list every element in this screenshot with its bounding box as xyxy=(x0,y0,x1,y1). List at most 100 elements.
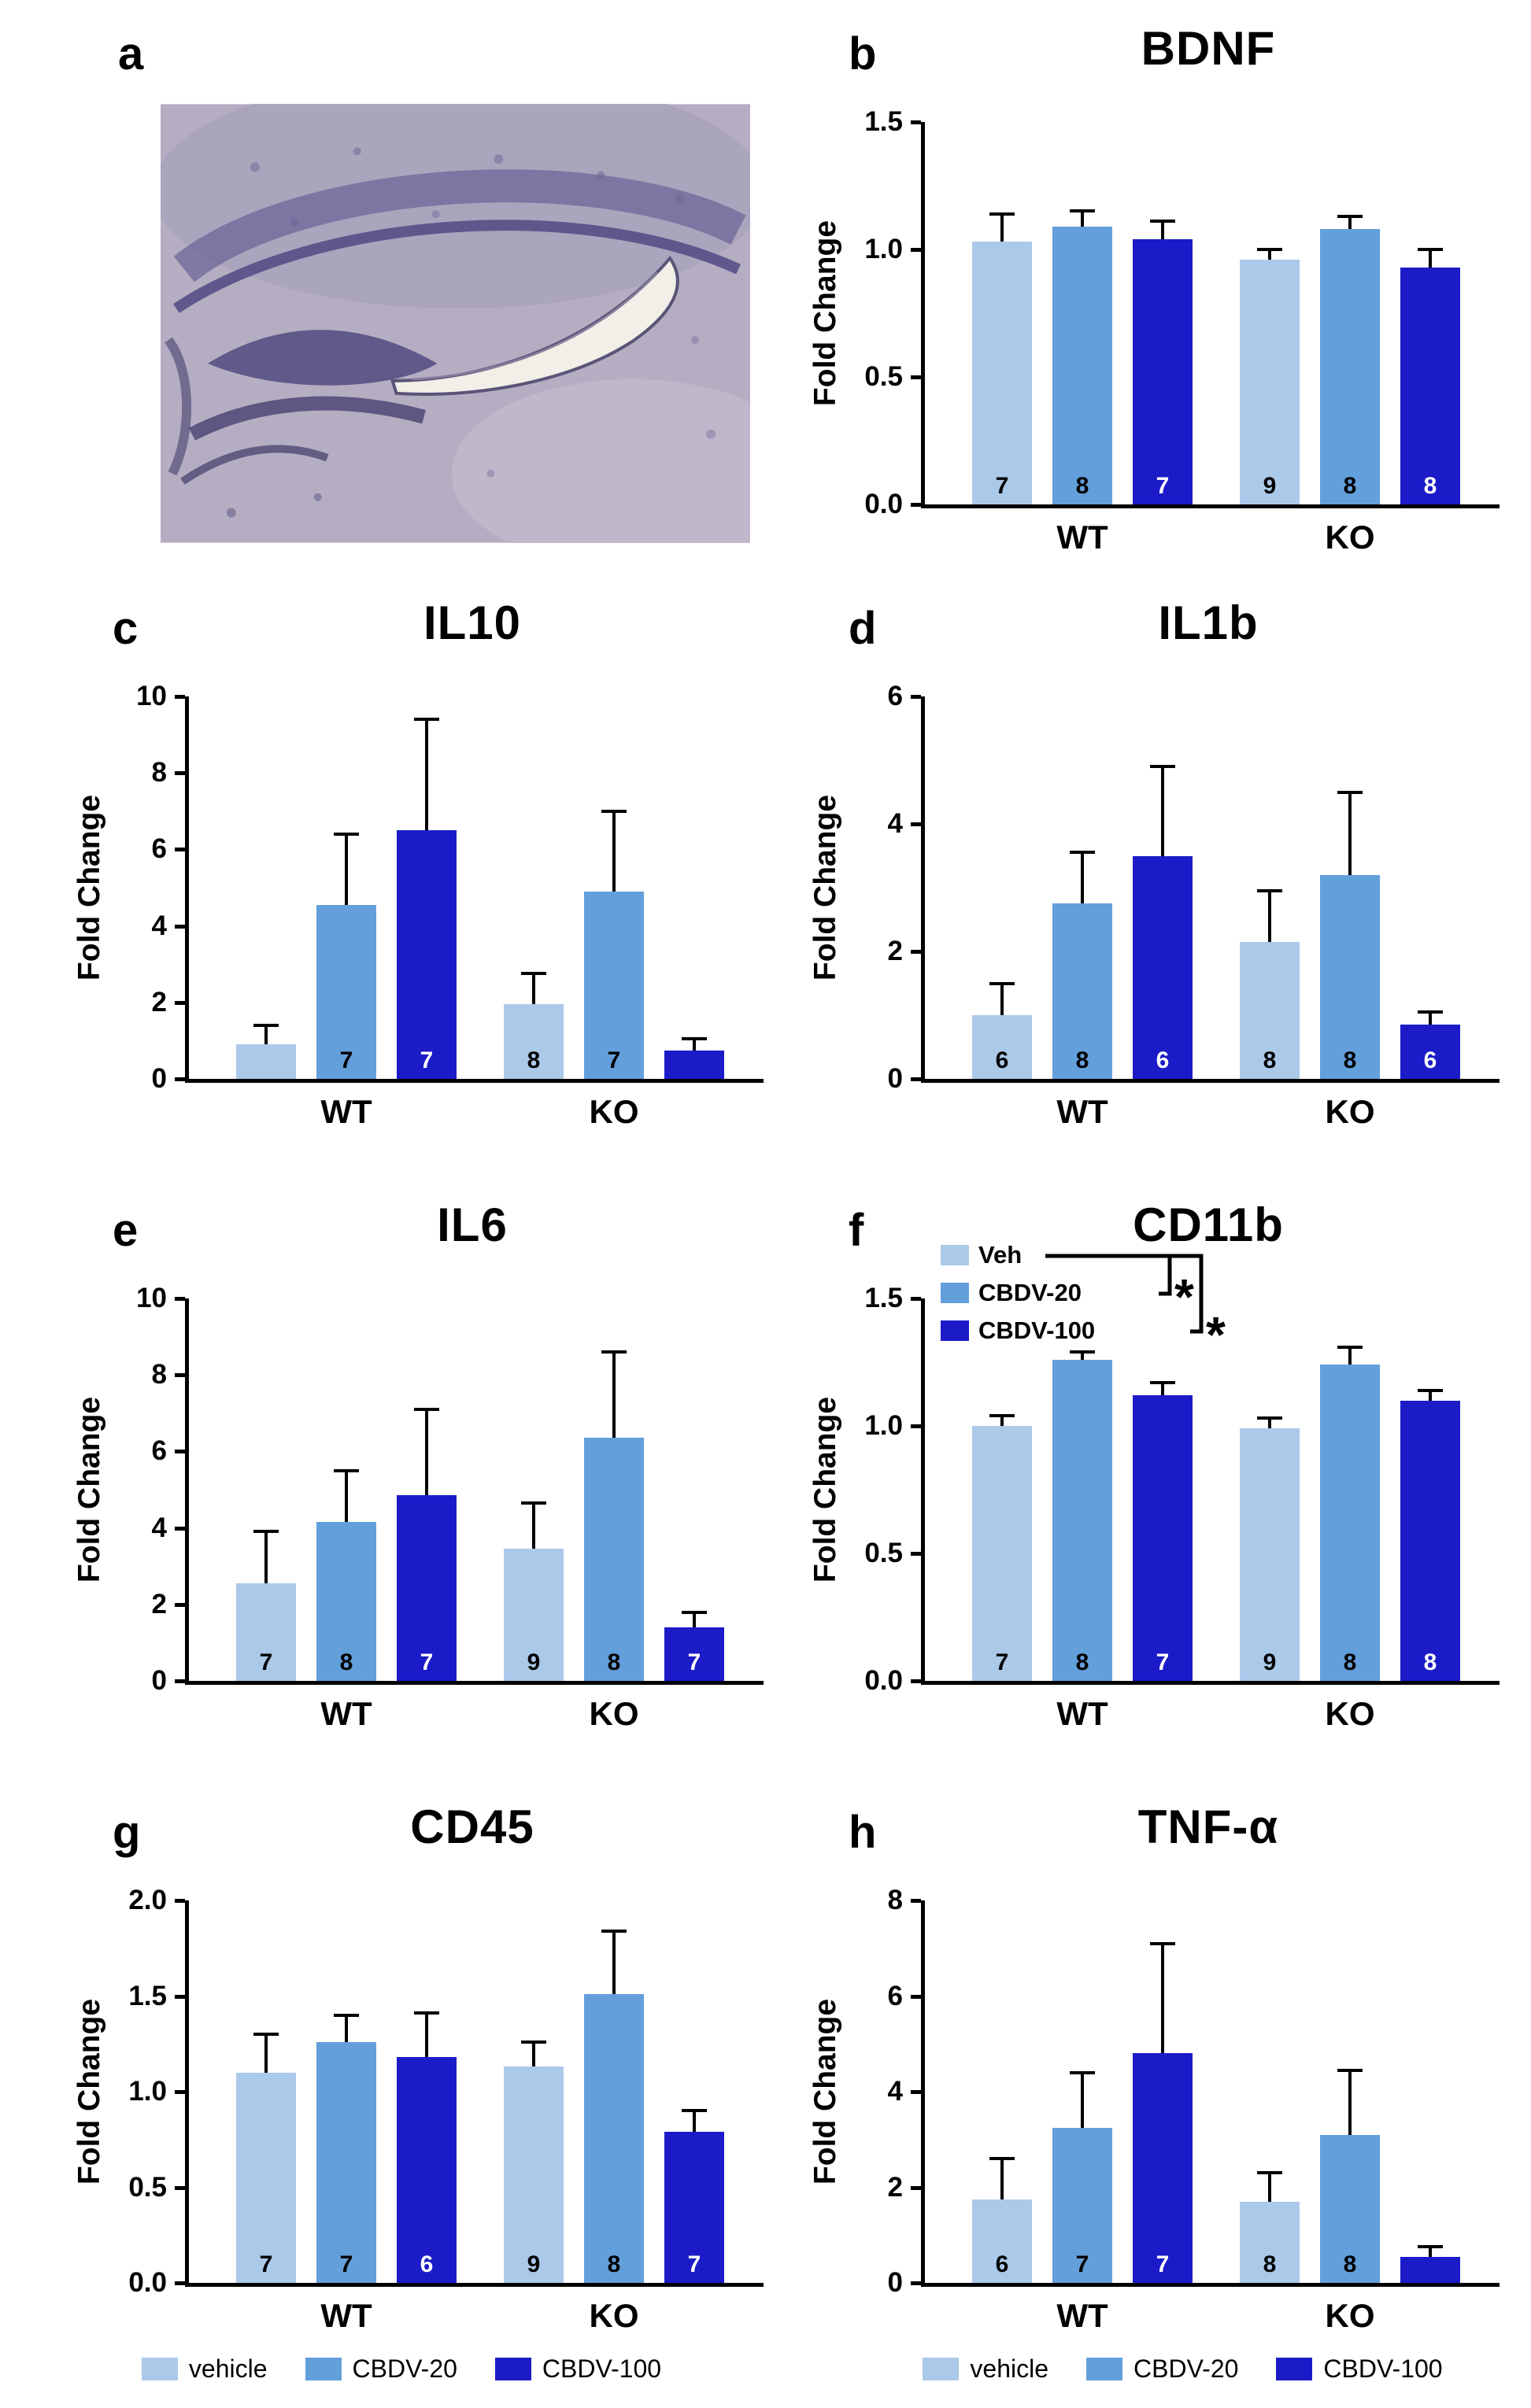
legend-item-cbdv100: CBDV-100 xyxy=(494,2354,661,2384)
error-bar-cap xyxy=(989,1414,1015,1418)
legend-item-vehicle: vehicle xyxy=(141,2354,268,2384)
y-tick-label: 6 xyxy=(151,1435,167,1467)
chart-title: CD45 xyxy=(410,1800,534,1853)
chart-title: IL1b xyxy=(1158,596,1259,649)
panel-b-bdnf: b BDNF Fold Change 0.0 0.5 1.0 1.5 7 8 7 9 8 8 WT K… xyxy=(779,22,1527,610)
error-bar-cap xyxy=(1150,765,1175,769)
error-bar xyxy=(612,1352,616,1439)
error-bar-cap xyxy=(1257,2171,1282,2175)
chart-title: TNF-α xyxy=(1137,1800,1279,1853)
n-label: 8 xyxy=(1343,2251,1357,2277)
bar-WT-CBDV-20 xyxy=(316,904,376,1079)
inset-legend: Veh CBDV-20 CBDV-100 xyxy=(941,1241,1095,1355)
n-label: 6 xyxy=(1156,1047,1170,1073)
error-bar-cap xyxy=(1150,220,1175,223)
y-tick xyxy=(175,1450,185,1454)
bar-KO-CBDV-20 xyxy=(584,1994,644,2283)
n-label: 7 xyxy=(687,2251,701,2277)
bar-KO-CBDV-100 xyxy=(664,1050,724,1079)
panel-letter: a xyxy=(118,28,144,79)
y-tick xyxy=(911,1552,921,1556)
y-tick xyxy=(911,2185,921,2190)
bar-KO-vehicle xyxy=(504,2066,564,2283)
error-bar xyxy=(345,1470,348,1523)
error-bar-cap xyxy=(1418,2245,1443,2249)
group-label-WT: WT xyxy=(1056,1093,1108,1130)
y-tick-label: 0 xyxy=(151,1063,167,1094)
error-bar-cap xyxy=(521,1501,546,1505)
error-bar xyxy=(1429,2247,1432,2257)
group-label-KO: KO xyxy=(1325,1093,1375,1130)
error-bar-cap xyxy=(334,2013,359,2017)
y-tick-label: 1.0 xyxy=(128,2076,167,2107)
error-bar xyxy=(1081,1352,1084,1360)
y-tick xyxy=(911,375,921,379)
error-bar-cap xyxy=(1418,1388,1443,1392)
histology-svg xyxy=(153,72,813,568)
n-label: 8 xyxy=(1423,1649,1437,1675)
n-label: 7 xyxy=(995,1649,1009,1675)
inset-legend-row-cbdv20: CBDV-20 xyxy=(941,1279,1095,1306)
y-tick xyxy=(175,1526,185,1531)
y-tick-label: 4 xyxy=(151,1512,167,1543)
error-bar xyxy=(264,1025,268,1045)
y-tick-label: 0.0 xyxy=(864,1665,903,1696)
y-tick-label: 6 xyxy=(887,1980,903,2011)
y-tick-label: 0.5 xyxy=(864,361,903,392)
bar-KO-CBDV-100 xyxy=(664,1627,724,1681)
y-axis-label: Fold Change xyxy=(64,1298,116,1681)
n-label: 8 xyxy=(1075,473,1089,499)
n-label: 8 xyxy=(607,1649,621,1675)
y-tick-label: 1.5 xyxy=(864,1283,903,1313)
error-bar-cap xyxy=(601,809,627,813)
n-label: 7 xyxy=(1075,2251,1089,2277)
error-bar xyxy=(1348,2070,1352,2135)
error-bar-cap xyxy=(601,1350,627,1354)
legend-swatch-cbdv20 xyxy=(941,1283,969,1303)
n-label: 6 xyxy=(995,2251,1009,2277)
panel-h-tnfa: h TNF-α Fold Change 0 2 4 6 8 6 7 7 8 8 WT KO xyxy=(779,1800,1527,2388)
bar-KO-vehicle xyxy=(504,1004,564,1079)
chart-title: IL10 xyxy=(423,596,522,649)
y-axis-label: Fold Change xyxy=(800,1298,852,1681)
bar-KO-vehicle xyxy=(1240,259,1300,504)
inset-legend-row-cbdv100: CBDV-100 xyxy=(941,1317,1095,1344)
bar-KO-CBDV-100 xyxy=(664,2132,724,2283)
bar-WT-vehicle xyxy=(972,242,1032,504)
error-bar-cap xyxy=(253,1023,279,1027)
y-tick-label: 2 xyxy=(887,936,903,966)
y-tick xyxy=(175,924,185,929)
y-tick-label: 0 xyxy=(151,1665,167,1696)
y-tick-label: 0 xyxy=(887,2267,903,2298)
y-tick-label: 6 xyxy=(151,833,167,865)
n-label: 7 xyxy=(259,2251,273,2277)
y-tick xyxy=(911,822,921,826)
y-tick xyxy=(911,503,921,507)
n-label: 7 xyxy=(339,2251,353,2277)
plot-area: 0 2 4 6 8 10 7 7 8 7 WT KO xyxy=(136,681,764,1130)
plot-area: 0.0 0.5 1.0 1.5 7 8 7 9 8 8 WT KO xyxy=(864,1283,1500,1732)
bar-WT-CBDV-100 xyxy=(1133,239,1193,504)
bar-KO-CBDV-20 xyxy=(1320,229,1380,504)
legend-swatch-vehicle xyxy=(923,2357,960,2380)
error-bar xyxy=(345,2015,348,2042)
legend-item-cbdv20: CBDV-20 xyxy=(305,2354,457,2384)
group-label-KO: KO xyxy=(589,2297,639,2334)
y-tick xyxy=(911,695,921,699)
bar-WT-CBDV-20 xyxy=(1052,2127,1112,2283)
bar-WT-CBDV-100 xyxy=(397,2057,457,2283)
error-bar-cap xyxy=(334,1468,359,1472)
error-bar-cap xyxy=(1418,1010,1443,1014)
n-label: 7 xyxy=(259,1649,273,1675)
legend-label-vehicle: vehicle xyxy=(970,2354,1049,2383)
n-label: 7 xyxy=(995,473,1009,499)
n-label: 8 xyxy=(1343,473,1357,499)
y-tick xyxy=(175,1602,185,1607)
error-bar-cap xyxy=(521,972,546,976)
y-tick xyxy=(175,771,185,776)
bar-KO-vehicle xyxy=(1240,1428,1300,1681)
error-bar xyxy=(1348,216,1352,230)
plot-area: 0 2 4 6 8 10 7 8 7 9 8 7 WT KO xyxy=(136,1283,764,1732)
error-bar xyxy=(1161,1943,1164,2054)
bar-WT-CBDV-100 xyxy=(1133,1395,1193,1681)
